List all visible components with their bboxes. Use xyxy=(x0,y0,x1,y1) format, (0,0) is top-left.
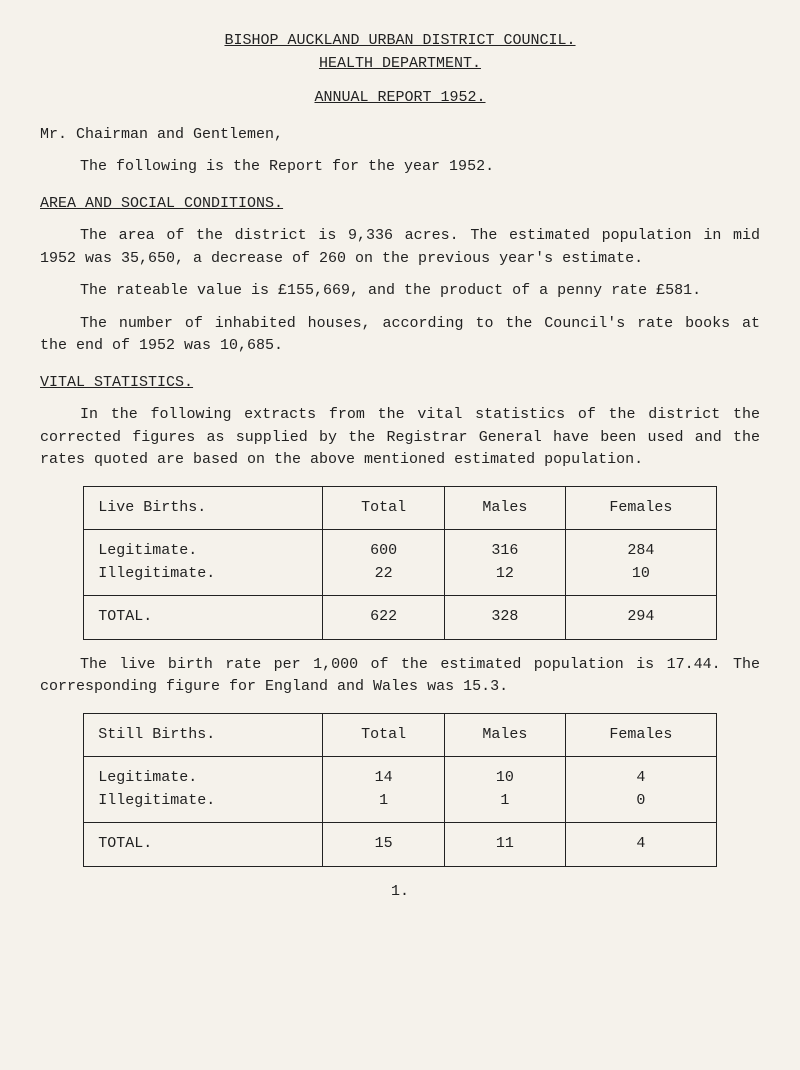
table-header-row: Still Births. Total Males Females xyxy=(84,713,717,757)
area-p1: The area of the district is 9,336 acres.… xyxy=(40,225,760,270)
report-title: ANNUAL REPORT 1952. xyxy=(40,87,760,110)
table-cell: Legitimate. Illegitimate. xyxy=(84,757,323,823)
greeting-line: Mr. Chairman and Gentlemen, xyxy=(40,124,760,147)
area-p2: The rateable value is £155,669, and the … xyxy=(40,280,760,303)
page-number: 1. xyxy=(40,881,760,904)
col-header: Live Births. xyxy=(84,486,323,530)
table-cell: 600 22 xyxy=(323,530,444,596)
area-p3: The number of inhabited houses, accordin… xyxy=(40,313,760,358)
table-total-row: TOTAL. 622 328 294 xyxy=(84,596,717,640)
table-cell: 294 xyxy=(566,596,717,640)
col-header: Females xyxy=(566,713,717,757)
table-cell: 11 xyxy=(444,823,565,867)
vital-p1: In the following extracts from the vital… xyxy=(40,404,760,472)
table-cell: 14 1 xyxy=(323,757,444,823)
table-cell: 622 xyxy=(323,596,444,640)
table-cell: Legitimate. Illegitimate. xyxy=(84,530,323,596)
table-row: Legitimate. Illegitimate. 600 22 316 12 … xyxy=(84,530,717,596)
table-row: Legitimate. Illegitimate. 14 1 10 1 4 0 xyxy=(84,757,717,823)
live-births-table: Live Births. Total Males Females Legitim… xyxy=(83,486,717,640)
between-tables-paragraph: The live birth rate per 1,000 of the est… xyxy=(40,654,760,699)
section-area-title: AREA AND SOCIAL CONDITIONS. xyxy=(40,193,760,216)
still-births-table: Still Births. Total Males Females Legiti… xyxy=(83,713,717,867)
table-header-row: Live Births. Total Males Females xyxy=(84,486,717,530)
table-cell: 4 xyxy=(566,823,717,867)
col-header: Total xyxy=(323,713,444,757)
table-cell: 4 0 xyxy=(566,757,717,823)
col-header: Females xyxy=(566,486,717,530)
intro-paragraph: The following is the Report for the year… xyxy=(40,156,760,179)
table-total-row: TOTAL. 15 11 4 xyxy=(84,823,717,867)
table-cell: TOTAL. xyxy=(84,823,323,867)
council-title: BISHOP AUCKLAND URBAN DISTRICT COUNCIL. xyxy=(40,30,760,53)
table-cell: 316 12 xyxy=(444,530,565,596)
col-header: Males xyxy=(444,713,565,757)
col-header: Total xyxy=(323,486,444,530)
col-header: Still Births. xyxy=(84,713,323,757)
col-header: Males xyxy=(444,486,565,530)
table-cell: 15 xyxy=(323,823,444,867)
table-cell: 284 10 xyxy=(566,530,717,596)
table-cell: TOTAL. xyxy=(84,596,323,640)
table-cell: 328 xyxy=(444,596,565,640)
section-vital-title: VITAL STATISTICS. xyxy=(40,372,760,395)
table-cell: 10 1 xyxy=(444,757,565,823)
department-title: HEALTH DEPARTMENT. xyxy=(40,53,760,76)
